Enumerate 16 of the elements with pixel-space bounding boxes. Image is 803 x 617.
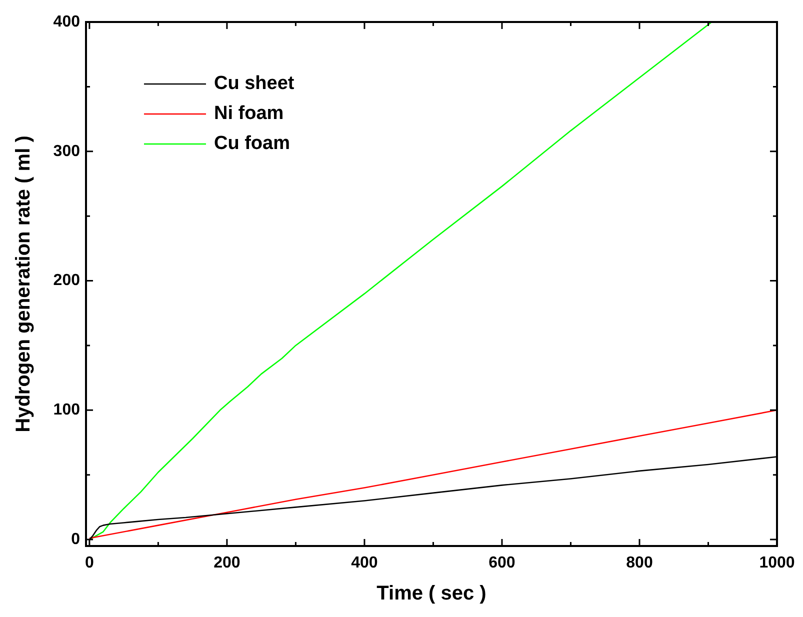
x-tick-label: 1000 xyxy=(759,554,795,572)
y-tick-label: 0 xyxy=(71,530,80,548)
legend-label: Cu foam xyxy=(214,133,290,154)
y-tick-label: 400 xyxy=(53,13,80,30)
x-tick-label: 0 xyxy=(84,554,94,572)
y-tick-label: 300 xyxy=(53,142,80,160)
legend-label: Ni foam xyxy=(214,103,284,124)
y-axis-title: Hydrogen generation rate ( ml ) xyxy=(12,136,35,432)
y-tick-label: 200 xyxy=(53,272,80,290)
x-axis-title: Time ( sec ) xyxy=(376,582,486,605)
x-tick-label: 600 xyxy=(488,554,516,572)
x-tick-label: 400 xyxy=(351,554,378,572)
y-tick-label: 100 xyxy=(53,402,80,419)
x-tick-label: 200 xyxy=(214,554,240,572)
x-tick-label: 800 xyxy=(626,554,653,572)
legend-label: Cu sheet xyxy=(214,73,295,94)
